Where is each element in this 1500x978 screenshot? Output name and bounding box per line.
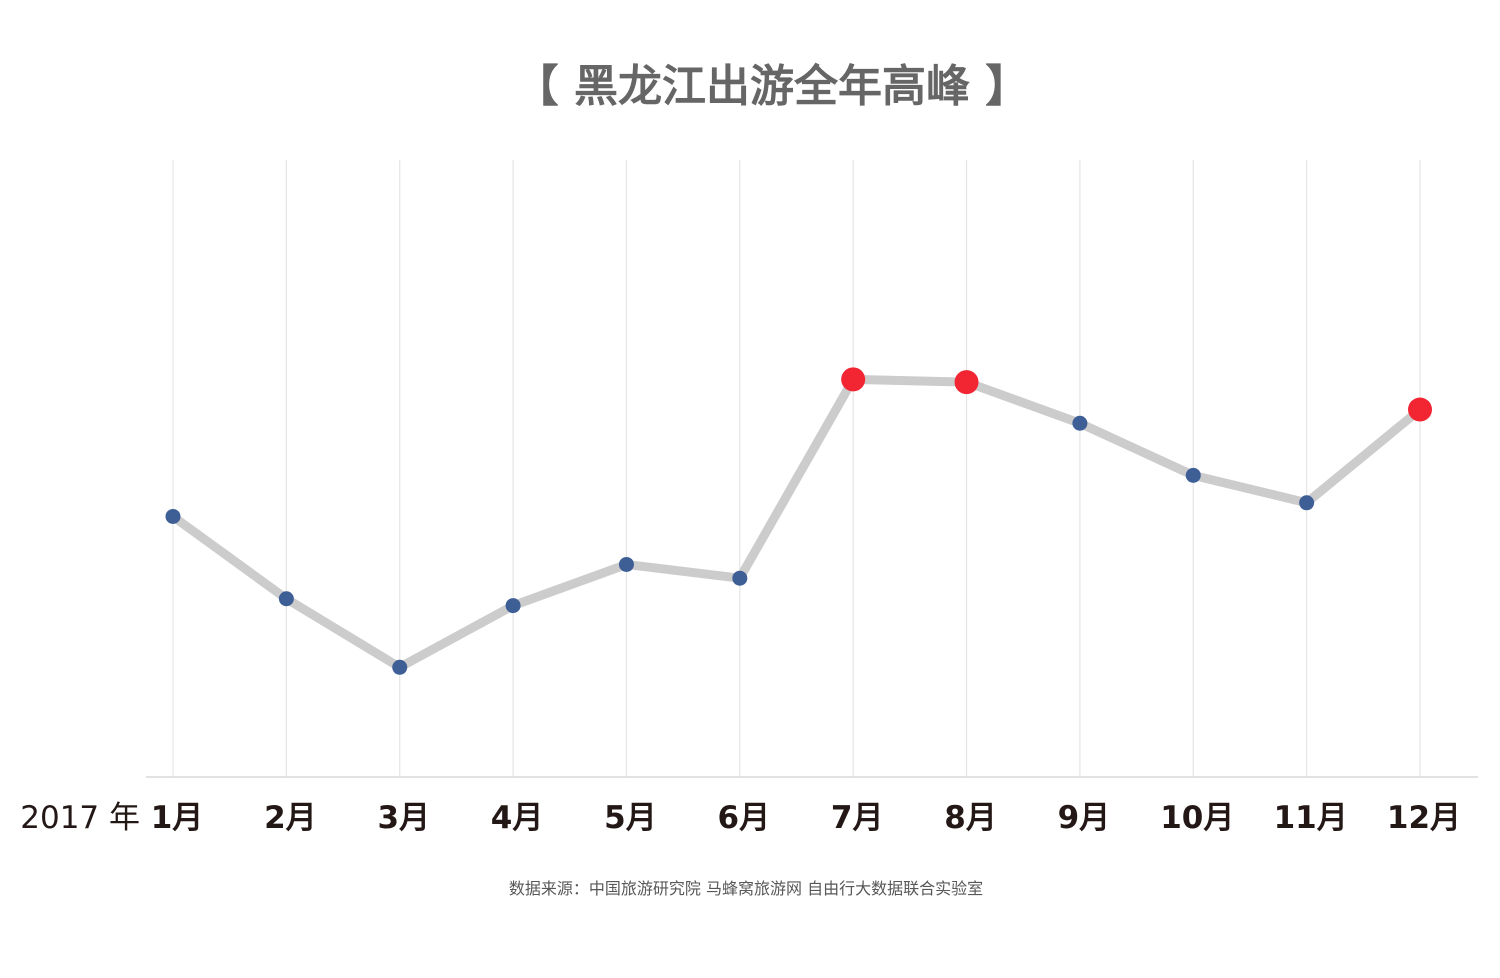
x-tick-label: 12月 — [1387, 800, 1461, 836]
x-tick-label: 9月 — [1058, 800, 1111, 836]
data-point — [392, 659, 408, 675]
x-tick-label: 6月 — [718, 800, 771, 836]
x-tick-labels: 1月 2月 3月 4月 5月 6月 7月 8月 9月 10月 11月 12月 — [151, 800, 1461, 836]
year-label: 2017 年 — [20, 800, 140, 836]
data-point — [1299, 495, 1315, 511]
data-point — [278, 591, 294, 607]
x-tick-label: 11月 — [1274, 800, 1348, 836]
chart-title: 【 黑龙江出游全年高峰 】 — [515, 61, 1030, 112]
data-point — [618, 556, 634, 572]
peak-point — [954, 370, 979, 395]
x-tick-label: 4月 — [491, 800, 544, 836]
peak-point — [1408, 397, 1432, 422]
data-point — [165, 508, 181, 524]
x-tick-label: 10月 — [1160, 800, 1234, 836]
x-tick-label: 3月 — [377, 800, 430, 836]
x-tick-label: 1月 — [151, 800, 204, 836]
x-tick-label: 7月 — [831, 800, 884, 836]
data-points — [165, 367, 1432, 675]
gridlines — [172, 160, 1421, 777]
data-point — [732, 570, 748, 586]
data-point — [505, 598, 521, 614]
series-line — [168, 374, 1425, 672]
data-point — [1072, 415, 1088, 431]
data-point — [1185, 467, 1201, 483]
x-tick-label: 8月 — [944, 800, 997, 836]
x-tick-label: 2月 — [264, 800, 317, 836]
x-tick-label: 5月 — [604, 800, 657, 836]
peak-point — [841, 367, 866, 392]
data-source-note: 数据来源：中国旅游研究院 马蜂窝旅游网 自由行大数据联合实验室 — [509, 879, 983, 898]
